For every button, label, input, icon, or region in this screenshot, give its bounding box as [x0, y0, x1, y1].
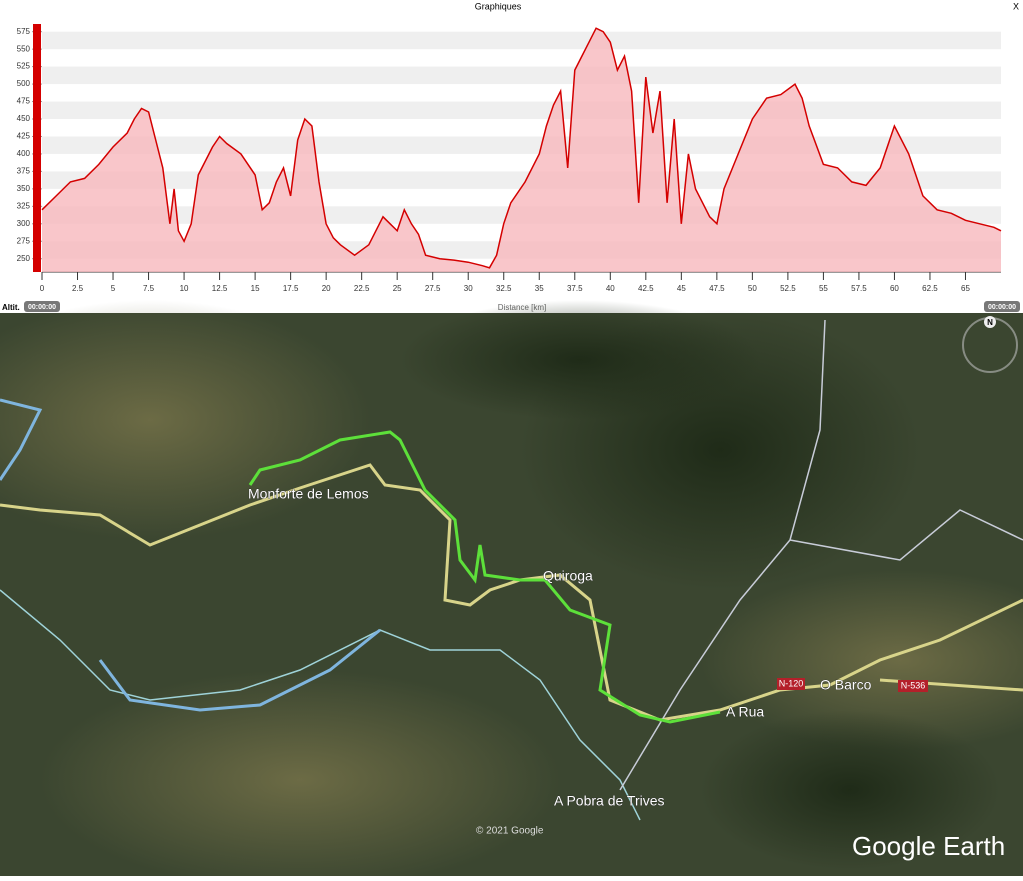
- y-tick-label: 350: [17, 184, 31, 193]
- time-badge[interactable]: [24, 301, 60, 312]
- y-tick-label: 500: [17, 79, 31, 88]
- brand: Google Earth: [852, 831, 1005, 861]
- y-tick-label: 450: [17, 114, 31, 123]
- area-fill: [42, 28, 1001, 273]
- x-tick-label: 12.5: [212, 284, 228, 293]
- x-tick-label: 35: [535, 284, 544, 293]
- map: N-120 N-536 Monforte de Lemos Quiroga A …: [0, 300, 1023, 881]
- x-tick-label: 22.5: [354, 284, 370, 293]
- x-tick-label: 37.5: [567, 284, 583, 293]
- y-tick-label: 375: [17, 167, 31, 176]
- place-label: O Barco: [820, 677, 872, 693]
- elevation-chart: 2502753003253503754004254504755005255505…: [17, 24, 1002, 293]
- y-tick-label: 275: [17, 236, 31, 245]
- x-tick-label: 17.5: [283, 284, 299, 293]
- place-label: Quiroga: [543, 568, 593, 584]
- y-tick-label: 250: [17, 254, 31, 263]
- place-label: A Pobra de Trives: [554, 793, 665, 809]
- y-tick-label: 475: [17, 97, 31, 106]
- y-tick-label: 575: [17, 27, 31, 36]
- grid-band: [42, 66, 1001, 85]
- close-button[interactable]: X: [1013, 1, 1019, 11]
- y-tick-label: 525: [17, 62, 31, 71]
- grid-band: [42, 136, 1001, 154]
- x-tick-label: 5: [111, 284, 116, 293]
- x-tick-label: 50: [748, 284, 757, 293]
- road-sign: N-536: [901, 680, 926, 690]
- x-tick-label: 7.5: [143, 284, 155, 293]
- x-tick-label: 30: [464, 284, 473, 293]
- compass-label: N: [987, 318, 993, 327]
- x-tick-label: 27.5: [425, 284, 441, 293]
- place-label: Monforte de Lemos: [248, 486, 369, 502]
- y-axis-bar: [33, 24, 41, 272]
- y-tick-label: 550: [17, 44, 31, 53]
- y-tick-label: 300: [17, 219, 31, 228]
- x-tick-label: 32.5: [496, 284, 512, 293]
- x-tick-label: 55: [819, 284, 828, 293]
- x-tick-label: 20: [322, 284, 331, 293]
- x-tick-label: 2.5: [72, 284, 84, 293]
- time-badge[interactable]: [984, 301, 1020, 312]
- grid-band: [42, 31, 1001, 50]
- time-start: 00:00:00: [28, 304, 56, 311]
- x-tick-label: 62.5: [922, 284, 938, 293]
- elevation-line: [41, 27, 1002, 269]
- y-tick-label: 425: [17, 132, 31, 141]
- x-tick-label: 52.5: [780, 284, 796, 293]
- compass[interactable]: [984, 316, 996, 328]
- x-tick-label: 25: [393, 284, 402, 293]
- x-tick-label: 0: [40, 284, 45, 293]
- road-sign: N-120: [779, 678, 804, 688]
- x-tick-label: 15: [251, 284, 260, 293]
- x-tick-label: 65: [961, 284, 970, 293]
- window-title: Graphiques: [475, 1, 522, 11]
- grid-band: [42, 101, 1001, 120]
- x-tick-label: 42.5: [638, 284, 654, 293]
- place-label: A Rua: [726, 704, 764, 720]
- x-tick-label: 40: [606, 284, 615, 293]
- x-tick-label: 47.5: [709, 284, 725, 293]
- x-tick-label: 57.5: [851, 284, 867, 293]
- y-tick-label: 400: [17, 149, 31, 158]
- x-tick-label: 60: [890, 284, 899, 293]
- time-end: 00:00:00: [988, 304, 1016, 311]
- x-tick-label: 10: [180, 284, 189, 293]
- y-axis-label: Altit.: [2, 303, 20, 312]
- x-tick-label: 45: [677, 284, 686, 293]
- copyright: © 2021 Google: [476, 826, 544, 837]
- y-tick-label: 325: [17, 201, 31, 210]
